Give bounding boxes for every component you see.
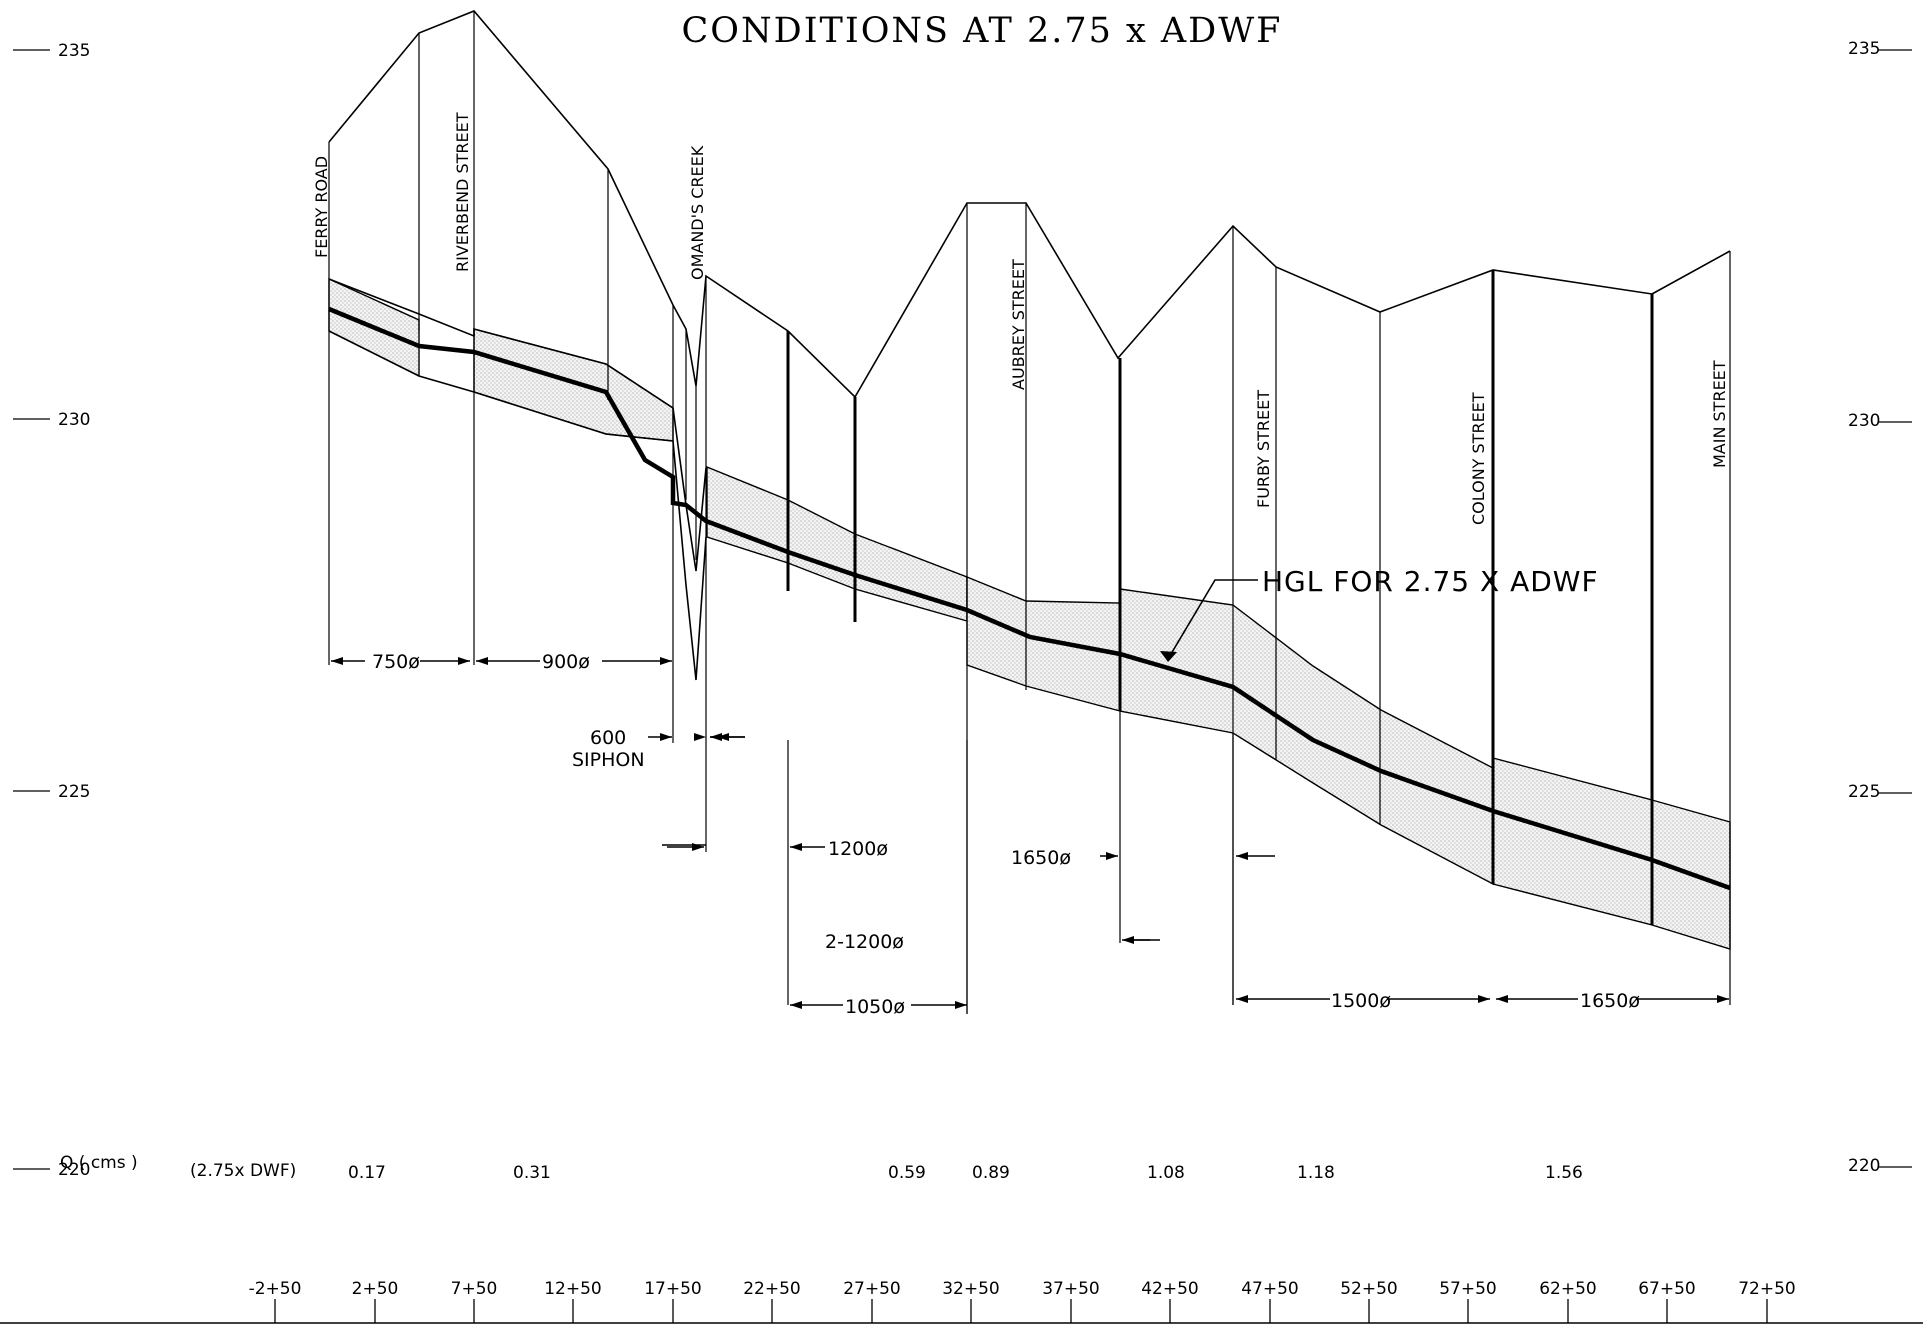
pipe-label-1050: 1050ø: [845, 996, 905, 1018]
elevation-label-right-220: 220: [1848, 1156, 1880, 1176]
station-label: 7+50: [451, 1279, 498, 1299]
street-label-ferry-road: FERRY ROAD: [312, 156, 331, 258]
pipe-band-1650: [1492, 757, 1731, 950]
station-label: -2+50: [249, 1279, 302, 1299]
station-label: 27+50: [843, 1279, 901, 1299]
flow-row-subheader: (2.75x DWF): [190, 1161, 296, 1181]
flow-row-header: Q ( cms ): [60, 1153, 138, 1173]
elevation-scale-right: [1878, 49, 1912, 1168]
pipe-label-1500: 1500ø: [1331, 990, 1391, 1012]
pipe-label-1650-downstream: 1650ø: [1580, 990, 1640, 1012]
elevation-label-right-225: 225: [1848, 782, 1880, 802]
pipe-label-600: 600: [590, 727, 626, 749]
street-label-aubrey-street: AUBREY STREET: [1009, 259, 1028, 390]
elevation-label-left-220: 220: [58, 1160, 90, 1180]
pipe-label-2-1200: 2-1200ø: [825, 931, 904, 953]
hgl-leader-line: [1167, 579, 1258, 660]
pipe-label-1200: 1200ø: [828, 838, 888, 860]
station-label: 17+50: [644, 1279, 702, 1299]
station-label: 42+50: [1141, 1279, 1199, 1299]
page-title: CONDITIONS AT 2.75 x ADWF: [682, 11, 1283, 51]
pipe-band-1200: [966, 575, 1121, 712]
elevation-label-left-230: 230: [58, 410, 90, 430]
flow-value: 0.89: [972, 1163, 1010, 1183]
station-label: 22+50: [743, 1279, 801, 1299]
street-label-colony-street: COLONY STREET: [1469, 392, 1488, 525]
flow-value: 0.31: [513, 1163, 551, 1183]
station-label: 72+50: [1738, 1279, 1796, 1299]
street-label-main-street: MAIN STREET: [1710, 360, 1729, 468]
street-label-riverbend-street: RIVERBEND STREET: [453, 112, 472, 272]
station-label: 32+50: [942, 1279, 1000, 1299]
hgl-label: HGL FOR 2.75 X ADWF: [1262, 565, 1599, 598]
station-label: 52+50: [1340, 1279, 1398, 1299]
station-label: 37+50: [1042, 1279, 1100, 1299]
pipe-bands: [328, 277, 1731, 950]
station-label: 57+50: [1439, 1279, 1497, 1299]
station-label: 2+50: [352, 1279, 399, 1299]
manhole-verticals-heavy: [786, 270, 1654, 925]
elevation-label-left-225: 225: [58, 782, 90, 802]
pipe-label-750: 750ø: [372, 651, 420, 673]
station-label: 47+50: [1241, 1279, 1299, 1299]
street-label-furby-street: FURBY STREET: [1254, 390, 1273, 508]
station-label: 62+50: [1539, 1279, 1597, 1299]
pipe-label-1650-upstream: 1650ø: [1011, 847, 1071, 869]
flow-value: 0.59: [888, 1163, 926, 1183]
flow-value: 1.08: [1147, 1163, 1185, 1183]
hgl-line: [328, 306, 1731, 891]
station-label: 67+50: [1638, 1279, 1696, 1299]
elevation-label-right-235: 235: [1848, 39, 1880, 59]
dimension-arrowheads: [331, 657, 1729, 1009]
station-ticks: [274, 1299, 1768, 1323]
hgl-leader-arrow: [1160, 651, 1177, 662]
elevation-scale-left: [13, 49, 50, 1170]
pipe-label-siphon: SIPHON: [572, 749, 645, 771]
flow-value: 1.56: [1545, 1163, 1583, 1183]
elevation-label-left-235: 235: [58, 41, 90, 61]
flow-value: 1.18: [1297, 1163, 1335, 1183]
flow-value: 0.17: [348, 1163, 386, 1183]
pipe-label-900: 900ø: [542, 651, 590, 673]
station-label: 12+50: [544, 1279, 602, 1299]
elevation-label-right-230: 230: [1848, 411, 1880, 431]
ground-profile: [328, 10, 1731, 399]
manhole-verticals: [328, 11, 1731, 1014]
street-label-omands-creek: OMAND'S CREEK: [688, 145, 707, 280]
